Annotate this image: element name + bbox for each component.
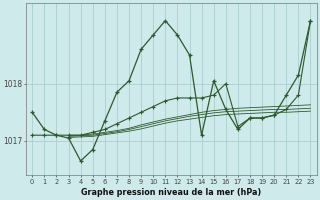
X-axis label: Graphe pression niveau de la mer (hPa): Graphe pression niveau de la mer (hPa) [81, 188, 261, 197]
